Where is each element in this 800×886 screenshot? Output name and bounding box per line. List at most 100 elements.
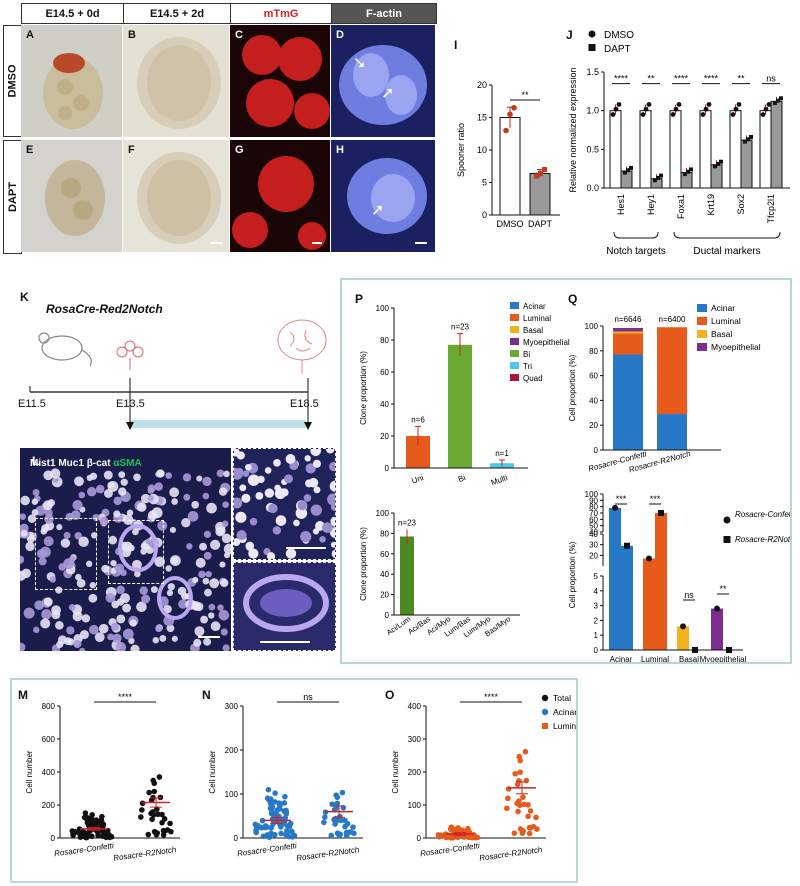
cell bbox=[312, 459, 321, 468]
cell bbox=[113, 496, 122, 506]
data-point bbox=[686, 169, 690, 174]
y-tick-label: 600 bbox=[42, 735, 56, 744]
data-point bbox=[95, 832, 101, 839]
cell bbox=[268, 503, 278, 514]
cell bbox=[152, 636, 159, 644]
y-tick-label: 100 bbox=[408, 801, 422, 810]
data-point bbox=[746, 137, 750, 142]
legend-swatch bbox=[510, 326, 519, 333]
x-tick-label: Foxa1 bbox=[676, 194, 686, 219]
data-point bbox=[281, 800, 288, 806]
cell bbox=[285, 454, 296, 464]
y-tick-label: 40 bbox=[380, 400, 389, 409]
data-point bbox=[283, 811, 290, 817]
data-point bbox=[455, 834, 461, 841]
legend-marker bbox=[542, 723, 548, 729]
data-point bbox=[93, 817, 100, 823]
legend-label: Bi bbox=[523, 350, 530, 359]
cell bbox=[94, 632, 105, 643]
cell bbox=[187, 510, 199, 522]
cell bbox=[76, 578, 86, 588]
panel-mno-frame bbox=[10, 678, 578, 883]
cell bbox=[241, 493, 251, 503]
bar bbox=[643, 558, 655, 650]
cell bbox=[27, 514, 37, 523]
cell bbox=[20, 530, 28, 537]
significance-label: ns bbox=[684, 590, 694, 600]
cell bbox=[141, 594, 151, 604]
cell bbox=[223, 552, 231, 559]
data-point bbox=[334, 800, 341, 807]
data-point bbox=[659, 173, 663, 178]
cell bbox=[95, 484, 105, 494]
legend-swatch bbox=[697, 330, 707, 338]
bar bbox=[759, 110, 772, 189]
cell bbox=[44, 521, 55, 531]
data-point bbox=[613, 106, 619, 112]
y-axis-title: Spooner ratio bbox=[456, 123, 466, 177]
data-point bbox=[436, 833, 443, 839]
cell bbox=[234, 497, 243, 509]
duct bbox=[118, 524, 158, 572]
y-tick-label: 400 bbox=[408, 702, 422, 711]
chart-panel-i: 0 5 10 15 20 Spooner ratio DMSO DAPT ** bbox=[456, 80, 560, 229]
x-tick-label: Rosacre-R2Notch bbox=[113, 845, 178, 863]
cell bbox=[140, 493, 151, 504]
cell bbox=[110, 559, 117, 567]
data-point bbox=[673, 106, 679, 112]
bar bbox=[609, 110, 622, 189]
cell bbox=[209, 578, 220, 589]
legend-swatch bbox=[697, 343, 707, 351]
y-tick-label: 80 bbox=[380, 529, 389, 538]
cell bbox=[303, 494, 312, 502]
arrow-icon: ➚ bbox=[371, 202, 385, 219]
cell bbox=[191, 500, 200, 509]
y-tick-label: 200 bbox=[42, 801, 56, 810]
chart-panel-p-clone-type: 0 20 40 60 80 100 Clone proportion (%) n=6 Uni n=… bbox=[359, 302, 570, 487]
data-point bbox=[526, 830, 533, 837]
data-point bbox=[159, 819, 165, 826]
y-tick-label: 5 bbox=[482, 178, 487, 188]
group-label: Notch targets bbox=[606, 246, 665, 257]
panel-letter-d: D bbox=[336, 29, 344, 41]
cell bbox=[272, 526, 282, 535]
data-point bbox=[89, 833, 95, 840]
legend-swatch bbox=[510, 374, 519, 381]
cell bbox=[235, 511, 247, 523]
data-point bbox=[447, 834, 454, 841]
data-point bbox=[334, 830, 341, 837]
data-point bbox=[99, 813, 105, 820]
col-header-mtmg: mTmG bbox=[230, 3, 332, 24]
significance-label: ns bbox=[766, 74, 776, 84]
panel-letter-a: A bbox=[26, 29, 34, 41]
cell bbox=[116, 614, 126, 624]
cell bbox=[222, 644, 230, 651]
cell bbox=[181, 518, 191, 528]
cell bbox=[234, 538, 241, 547]
cell bbox=[81, 614, 91, 623]
cell bbox=[166, 589, 174, 597]
y-tick-label: 0 bbox=[385, 464, 390, 473]
cell bbox=[122, 514, 134, 525]
y-tick-label: 0 bbox=[417, 834, 422, 843]
y-tick-label: 40 bbox=[589, 396, 598, 405]
data-point bbox=[616, 102, 622, 107]
chart-panel-o: 0 100 200 300 400 Cell number Rosacre-Confetti… bbox=[391, 692, 576, 863]
scale-bar bbox=[312, 242, 322, 244]
cell bbox=[92, 514, 100, 522]
y-tick-label: 60 bbox=[380, 550, 389, 559]
cell bbox=[122, 628, 134, 640]
legend-marker bbox=[723, 516, 731, 524]
cell bbox=[166, 624, 175, 633]
image-panel-h: H ➚ bbox=[331, 140, 435, 252]
data-point bbox=[259, 817, 266, 824]
legend-label: Luminal bbox=[553, 721, 576, 731]
cell bbox=[300, 530, 312, 543]
timepoint-label: E18.5 bbox=[290, 398, 319, 410]
cell bbox=[280, 488, 289, 497]
cell bbox=[242, 470, 250, 478]
cell bbox=[329, 461, 335, 472]
bar bbox=[770, 100, 783, 189]
n-label: n=6646 bbox=[615, 315, 642, 324]
